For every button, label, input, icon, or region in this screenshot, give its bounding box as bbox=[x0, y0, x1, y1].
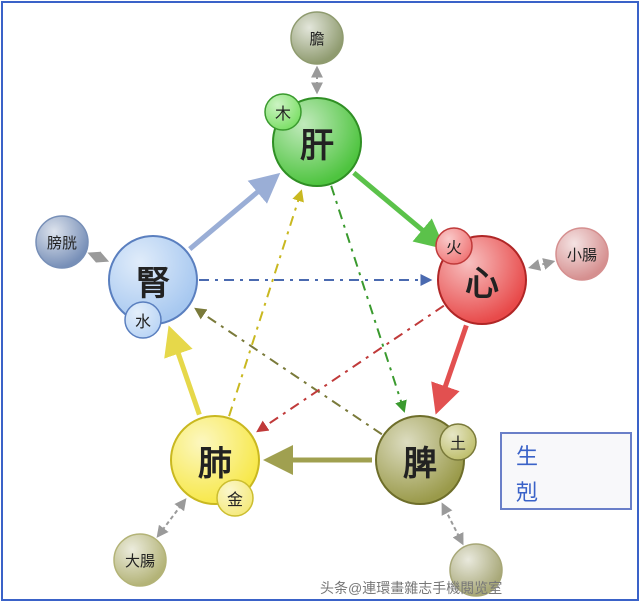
node-outer-label-gb: 膽 bbox=[291, 12, 343, 64]
edge-sheng-lung-kidney bbox=[171, 331, 200, 415]
edge-ke-lung-liver bbox=[229, 192, 301, 417]
legend-label-0: 生 bbox=[516, 439, 538, 471]
node-element-label-liver: 木 bbox=[265, 94, 301, 130]
edge-pair-bl bbox=[90, 254, 107, 261]
edge-sheng-heart-spleen bbox=[438, 325, 467, 409]
edge-ke-heart-lung bbox=[258, 306, 444, 431]
diagram-stage: 膽小腸大腸膀胱肝心脾肺腎木火土金水生剋头条@連環畫雜志手機閱览室 bbox=[0, 0, 640, 602]
watermark-text: 头条@連環畫雜志手機閱览室 bbox=[320, 578, 502, 598]
node-element-label-heart: 火 bbox=[436, 228, 472, 264]
edge-pair-li bbox=[158, 500, 185, 536]
node-outer-label-bl: 膀胱 bbox=[36, 216, 88, 268]
node-outer-label-si: 小腸 bbox=[556, 228, 608, 280]
legend-label-1: 剋 bbox=[516, 475, 538, 507]
diagram-svg bbox=[0, 0, 640, 602]
edge-ke-liver-spleen bbox=[331, 186, 404, 411]
edge-pair-st bbox=[443, 505, 463, 544]
edge-sheng-liver-heart bbox=[354, 173, 441, 246]
node-element-label-kidney: 水 bbox=[125, 302, 161, 338]
node-outer-label-li: 大腸 bbox=[114, 534, 166, 586]
edge-pair-si bbox=[530, 262, 553, 268]
node-element-label-spleen: 土 bbox=[440, 424, 476, 460]
edge-ke-spleen-kidney bbox=[196, 309, 382, 434]
node-element-label-lung: 金 bbox=[217, 480, 253, 516]
edge-sheng-kidney-liver bbox=[190, 177, 276, 249]
